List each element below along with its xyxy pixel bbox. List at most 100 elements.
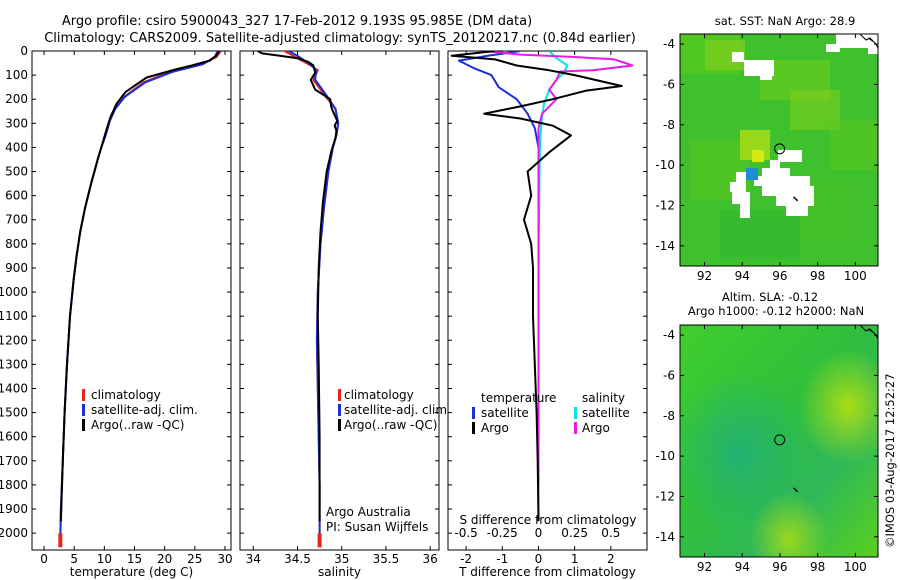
legend-swatch bbox=[338, 404, 341, 416]
y-tick-label: 400 bbox=[5, 140, 28, 154]
legend-swatch bbox=[472, 422, 475, 434]
x-tick-label: 35.5 bbox=[373, 552, 400, 566]
x-tick-label: 0 bbox=[40, 552, 48, 566]
legend-label: climatology bbox=[91, 388, 161, 402]
temperature-profile-panel: 0 100 200 300 400 500 600 700 800 900 1000 1100 1200… bbox=[0, 44, 233, 579]
header-line-2: Climatology: CARS2009. Satellite-adjuste… bbox=[44, 31, 636, 46]
x-tick-label: 34.5 bbox=[284, 552, 311, 566]
series-line-argo-raw-qc- bbox=[59, 51, 221, 522]
y-tick-label: 2000 bbox=[0, 526, 28, 540]
s-tick-label: 0.5 bbox=[601, 526, 620, 540]
y-tick-label: 300 bbox=[5, 116, 28, 130]
x-tick-label: 92 bbox=[697, 269, 712, 283]
x-tick-label: 25 bbox=[187, 552, 202, 566]
bottom-marker bbox=[317, 533, 322, 548]
y-tick-label: 1300 bbox=[0, 357, 28, 371]
header-line-1: Argo profile: csiro 5900043_327 17-Feb-2… bbox=[62, 14, 532, 29]
y-tick-label: 1700 bbox=[0, 454, 28, 468]
argo-position-marker bbox=[774, 143, 786, 155]
y-tick-label: 600 bbox=[5, 189, 28, 203]
y-tick-label: 1400 bbox=[0, 381, 28, 395]
s-axis-label: S difference from climatology bbox=[460, 513, 637, 527]
y-tick-label: -10 bbox=[655, 158, 675, 172]
legend-label: satellite-adj. clim. bbox=[91, 403, 198, 417]
coastline bbox=[859, 324, 879, 340]
y-tick-label: 800 bbox=[5, 237, 28, 251]
legend-title-salinity: salinity bbox=[582, 391, 625, 405]
legend-label: satellite bbox=[481, 406, 529, 420]
x-tick-label: -1 bbox=[496, 552, 508, 566]
map-frame bbox=[679, 33, 879, 267]
y-tick-label: 500 bbox=[5, 165, 28, 179]
x-tick-label: 100 bbox=[844, 560, 867, 574]
sla-map-field bbox=[680, 325, 878, 557]
x-axis-label: salinity bbox=[318, 565, 361, 579]
legend-swatch bbox=[574, 422, 577, 434]
y-tick-label: -12 bbox=[655, 198, 675, 212]
y-tick-label: 1100 bbox=[0, 309, 28, 323]
series-group bbox=[257, 51, 340, 548]
y-tick-label: 1000 bbox=[0, 285, 28, 299]
legend-swatch bbox=[338, 419, 341, 431]
y-tick-label: 200 bbox=[5, 92, 28, 106]
x-tick-label: 1 bbox=[571, 552, 579, 566]
legend-swatch bbox=[82, 404, 85, 416]
x-tick-label: 92 bbox=[697, 560, 712, 574]
legend-swatch bbox=[82, 419, 85, 431]
legend-swatch bbox=[82, 389, 85, 401]
plot-frame bbox=[31, 50, 232, 551]
y-tick-label: -8 bbox=[663, 409, 675, 423]
y-tick-label: -6 bbox=[663, 368, 675, 382]
trajectory-mark bbox=[793, 196, 799, 202]
y-tick-label: 700 bbox=[5, 213, 28, 227]
x-tick-label: 34 bbox=[246, 552, 261, 566]
s-tick-label: -0.5 bbox=[454, 526, 477, 540]
x-tick-label: 15 bbox=[127, 552, 142, 566]
legend-label: climatology bbox=[344, 388, 414, 402]
y-tick-label: 1800 bbox=[0, 478, 28, 492]
y-tick-label: -8 bbox=[663, 118, 675, 132]
argo-position-marker bbox=[774, 434, 786, 446]
y-tick-label: 900 bbox=[5, 261, 28, 275]
x-tick-label: 0 bbox=[535, 552, 543, 566]
y-tick-label: -14 bbox=[655, 530, 675, 544]
x-tick-label: 10 bbox=[97, 552, 112, 566]
s-tick-label: -0.25 bbox=[487, 526, 518, 540]
plot-frame bbox=[239, 50, 440, 551]
series-line-s-argo bbox=[484, 51, 634, 485]
coastline bbox=[859, 33, 879, 49]
plot-frame bbox=[447, 50, 648, 551]
legend-swatch bbox=[338, 389, 341, 401]
s-tick-label: 0 bbox=[535, 526, 543, 540]
x-tick-label: 36 bbox=[423, 552, 438, 566]
y-tick-label: 1900 bbox=[0, 502, 28, 516]
difference-profile-panel: -2 -1 0 1 2T difference from climatology -0.5… bbox=[447, 50, 648, 579]
bottom-marker bbox=[58, 533, 63, 548]
x-tick-label: -2 bbox=[460, 552, 472, 566]
x-tick-label: 94 bbox=[735, 560, 750, 574]
credit-line-2: PI: Susan Wijffels bbox=[326, 520, 428, 534]
map-frame bbox=[679, 324, 879, 558]
y-tick-label: -14 bbox=[655, 239, 675, 253]
series-line-t-argo bbox=[450, 51, 623, 522]
sla-map-title-2: Argo h1000: -0.12 h2000: NaN bbox=[688, 304, 864, 318]
legend-label: Argo(..raw -QC) bbox=[91, 418, 184, 432]
x-axis-label: temperature (deg C) bbox=[70, 565, 193, 579]
legend-label: Argo bbox=[481, 421, 509, 435]
sst-map-field bbox=[680, 34, 878, 266]
credit-line-1: Argo Australia bbox=[326, 505, 411, 519]
salinity-profile-panel: 34 34.5 35 35.5 36 salinity climatologysatelli… bbox=[239, 50, 451, 579]
y-tick-label: 1600 bbox=[0, 430, 28, 444]
legend-label: satellite-adj. clim. bbox=[344, 403, 451, 417]
x-tick-label: 30 bbox=[217, 552, 232, 566]
legend-title-temperature: temperature bbox=[481, 391, 556, 405]
imos-timestamp-label: ©IMOS 03-Aug-2017 12:52:27 bbox=[883, 373, 897, 548]
x-tick-label: 98 bbox=[810, 269, 825, 283]
trajectory-mark bbox=[793, 487, 799, 493]
x-tick-label: 98 bbox=[810, 560, 825, 574]
x-tick-label: 100 bbox=[844, 269, 867, 283]
y-tick-label: 1200 bbox=[0, 333, 28, 347]
y-tick-label: 100 bbox=[5, 68, 28, 82]
legend-swatch bbox=[574, 407, 577, 419]
